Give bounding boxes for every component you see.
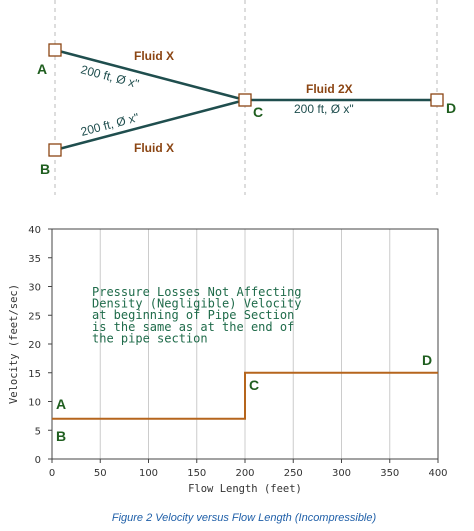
node-label-d: D	[446, 100, 456, 116]
fluid-label-b-c: Fluid X	[134, 141, 174, 155]
chart-grid	[99, 229, 391, 459]
annotation-line-5: the pipe section	[92, 331, 208, 345]
chart-point-labels: AB C D	[56, 352, 432, 444]
fluid-label-c-d: Fluid 2X	[306, 82, 353, 96]
node-c-square	[238, 93, 252, 107]
pipe-spec-c-d: 200 ft, Ø x"	[294, 102, 354, 116]
annotation-line-2: Density (Negligible) Velocity	[92, 297, 302, 311]
x-tick-label-150: 150	[187, 468, 206, 479]
node-label-c: C	[253, 104, 263, 120]
velocity-series-line	[52, 371, 438, 420]
pipe-b-to-c	[54, 98, 246, 152]
node-label-b: B	[40, 161, 50, 177]
node-a-square	[48, 43, 62, 57]
pipe-network: A B C D Fluid X Fluid X Fluid 2X 200 ft,…	[37, 0, 456, 195]
pipe-spec-a-c: 200 ft, Ø x"	[79, 62, 140, 91]
x-tick-label-50: 50	[94, 468, 107, 479]
chart-point-label-c: C	[249, 377, 259, 393]
x-tick-label-250: 250	[284, 468, 303, 479]
annotation-line-4: is the same as at the end of	[92, 320, 294, 334]
x-tick-label-0: 0	[49, 468, 55, 479]
y-tick-label-10: 10	[28, 398, 41, 409]
chart-series	[51, 371, 439, 420]
y-tick-label-0: 0	[35, 455, 41, 466]
fluid-label-a-c: Fluid X	[134, 49, 174, 63]
y-tick-label-5: 5	[35, 426, 41, 437]
node-label-a: A	[37, 61, 47, 77]
x-tick-label-300: 300	[332, 468, 351, 479]
node-b-square	[48, 143, 62, 157]
pipe-a-to-c	[54, 48, 246, 102]
x-tick-label-400: 400	[428, 468, 447, 479]
annotation-line-1: Pressure Losses Not Affecting	[92, 285, 302, 299]
y-axis-title: Velocity (feet/sec)	[8, 284, 20, 404]
y-tick-label-40: 40	[28, 225, 41, 236]
y-tick-label-20: 20	[28, 340, 41, 351]
node-d-square	[430, 93, 444, 107]
velocity-chart: 0 50 100 150 200 250 300 350 400 0 5 10 15 20 25 30 35 4…	[8, 225, 448, 495]
x-axis-ticks: 0 50 100 150 200 250 300 350 400	[49, 459, 448, 479]
y-tick-label-15: 15	[28, 369, 41, 380]
annotation-line-3: at beginning of Pipe Section	[92, 308, 294, 322]
y-tick-label-25: 25	[28, 311, 41, 322]
y-tick-label-30: 30	[28, 283, 41, 294]
x-axis-title: Flow Length (feet)	[188, 483, 302, 495]
y-tick-label-35: 35	[28, 254, 41, 265]
chart-point-label-a: A	[56, 396, 66, 412]
chart-point-label-b: B	[56, 428, 66, 444]
x-tick-label-100: 100	[139, 468, 158, 479]
chart-point-label-d: D	[422, 352, 432, 368]
y-axis-ticks: 0 5 10 15 20 25 30 35 40	[28, 225, 52, 466]
figure-caption: Figure 2 Velocity versus Flow Length (In…	[112, 512, 377, 524]
x-tick-label-200: 200	[235, 468, 254, 479]
x-tick-label-350: 350	[380, 468, 399, 479]
